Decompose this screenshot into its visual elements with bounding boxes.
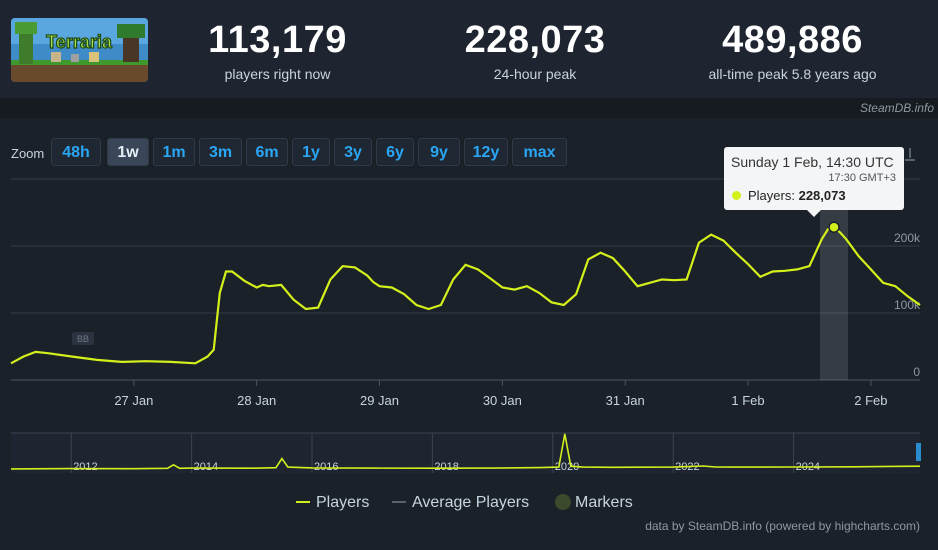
stat-current-label: players right now [224, 66, 331, 82]
x-tick-label: 27 Jan [114, 393, 153, 408]
zoom-button-1m[interactable]: 1m [153, 138, 195, 166]
marker-flag[interactable]: BB [72, 332, 94, 345]
zoom-button-1w[interactable]: 1w [107, 138, 149, 166]
y-tick-label: 0 [913, 365, 920, 379]
x-tick-label: 1 Feb [731, 393, 764, 408]
x-tick-label: 28 Jan [237, 393, 276, 408]
x-axis-ticks: 27 Jan 28 Jan 29 Jan 30 Jan 31 Jan 1 Feb 2 Feb [114, 380, 887, 408]
navigator-tick-label: 2018 [434, 461, 458, 473]
x-tick-label: 2 Feb [854, 393, 887, 408]
legend-markers-swatch [555, 494, 571, 510]
navigator-tick-label: 2014 [194, 461, 218, 473]
stat-alltime-peak: 489,886 all-time peak 5.8 years ago [690, 20, 895, 82]
zoom-button-1y[interactable]: 1y [292, 138, 330, 166]
tooltip-title: Sunday 1 Feb, 14:30 UTC [731, 154, 894, 170]
stat-24h-value: 228,073 [464, 19, 606, 61]
y-tick-label: 200k [894, 231, 921, 245]
zoom-button-3y[interactable]: 3y [334, 138, 372, 166]
game-logo-art: Terraria [11, 18, 148, 82]
marker-flag-label: BB [77, 334, 89, 344]
chart-credit[interactable]: data by SteamDB.info (powered by highcha… [645, 519, 920, 533]
brand-link[interactable]: SteamDB.info [859, 101, 934, 115]
navigator-tick-label: 2012 [73, 461, 97, 473]
navigator-chart[interactable]: 2012 2014 2016 2018 2020 2022 2024 [10, 432, 921, 473]
tooltip-series-value: 228,073 [798, 188, 846, 203]
brand-strip: SteamDB.info [0, 98, 938, 118]
zoom-button-3m[interactable]: 3m [199, 138, 242, 166]
tooltip-series-row: Players: 228,073 [748, 188, 846, 203]
game-logo[interactable]: Terraria [11, 18, 148, 82]
y-axis-ticks: 0 100k 200k [894, 231, 921, 379]
player-count-chart[interactable]: 0 100k 200k 27 Jan 28 Jan 29 Jan 30 Jan 31 Jan… [0, 118, 938, 550]
navigator-handle[interactable] [916, 443, 921, 461]
players-series-line[interactable] [10, 225, 921, 365]
tooltip-arrow [807, 210, 821, 217]
navigator-series-line [10, 433, 921, 470]
stat-current-players: 113,179 players right now [190, 20, 365, 82]
zoom-button-6y[interactable]: 6y [376, 138, 414, 166]
legend-average-players[interactable]: Average Players [412, 494, 530, 511]
stat-current-value: 113,179 [208, 19, 347, 61]
hover-band [820, 178, 849, 380]
legend-players[interactable]: Players [316, 494, 370, 511]
x-tick-label: 29 Jan [360, 393, 399, 408]
zoom-button-max[interactable]: max [512, 138, 567, 166]
navigator-tick-label: 2016 [314, 461, 338, 473]
navigator-tick-label: 2020 [555, 461, 579, 473]
stats-header: Terraria 113,179 players right now 228,0… [0, 0, 938, 98]
zoom-button-48h[interactable]: 48h [51, 138, 101, 166]
stat-alltime-value: 489,886 [722, 19, 863, 61]
zoom-button-6m[interactable]: 6m [246, 138, 288, 166]
zoom-button-12y[interactable]: 12y [464, 138, 508, 166]
chart-tooltip: Sunday 1 Feb, 14:30 UTC 17:30 GMT+3 Play… [724, 147, 904, 217]
zoom-button-9y[interactable]: 9y [418, 138, 460, 166]
stat-24h-label: 24-hour peak [493, 66, 577, 82]
export-icon[interactable] [905, 148, 915, 161]
tooltip-series-label: Players: [748, 188, 795, 203]
stat-24h-peak: 228,073 24-hour peak [440, 20, 630, 82]
x-tick-label: 31 Jan [606, 393, 645, 408]
game-logo-text: Terraria [46, 32, 113, 52]
y-tick-label: 100k [894, 298, 921, 312]
stat-alltime-label: all-time peak 5.8 years ago [708, 66, 877, 82]
tooltip-series-dot [732, 191, 741, 200]
tooltip-local-time: 17:30 GMT+3 [828, 172, 896, 184]
highlight-point[interactable] [828, 221, 840, 233]
legend-markers[interactable]: Markers [575, 494, 633, 511]
zoom-label: Zoom [11, 146, 45, 161]
x-tick-label: 30 Jan [483, 393, 522, 408]
